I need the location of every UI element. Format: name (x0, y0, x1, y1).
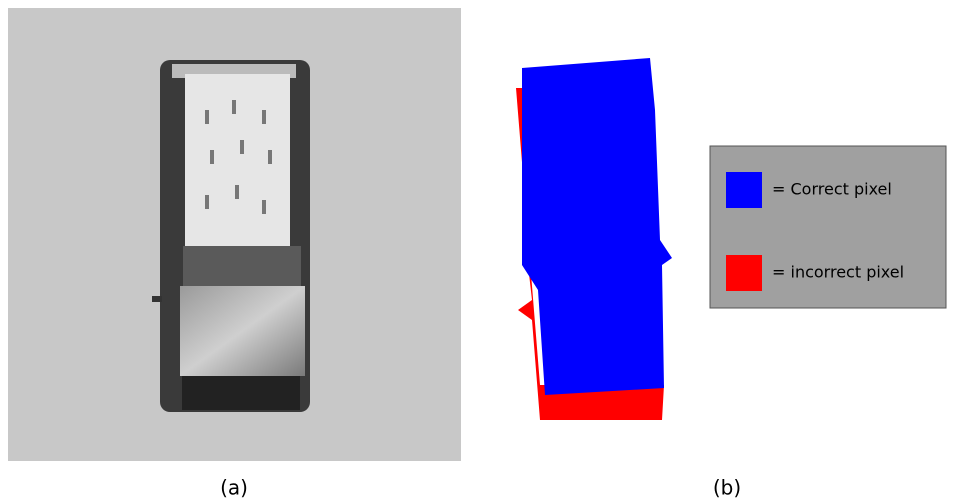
page: (a) (b) = Correct pixel = incorrect pixel… (0, 0, 961, 504)
caption-b: (b) (713, 476, 741, 500)
caption-a: (a) (220, 476, 248, 500)
panel-b-image (516, 58, 672, 420)
legend-label: = incorrect pixel (772, 263, 904, 282)
panel-a-image (8, 8, 461, 461)
legend-label: = Correct pixel (772, 180, 892, 199)
figure: (a) (b) = Correct pixel = incorrect pixel (0, 0, 961, 504)
legend-swatch (726, 172, 762, 208)
legend-swatch (726, 255, 762, 291)
